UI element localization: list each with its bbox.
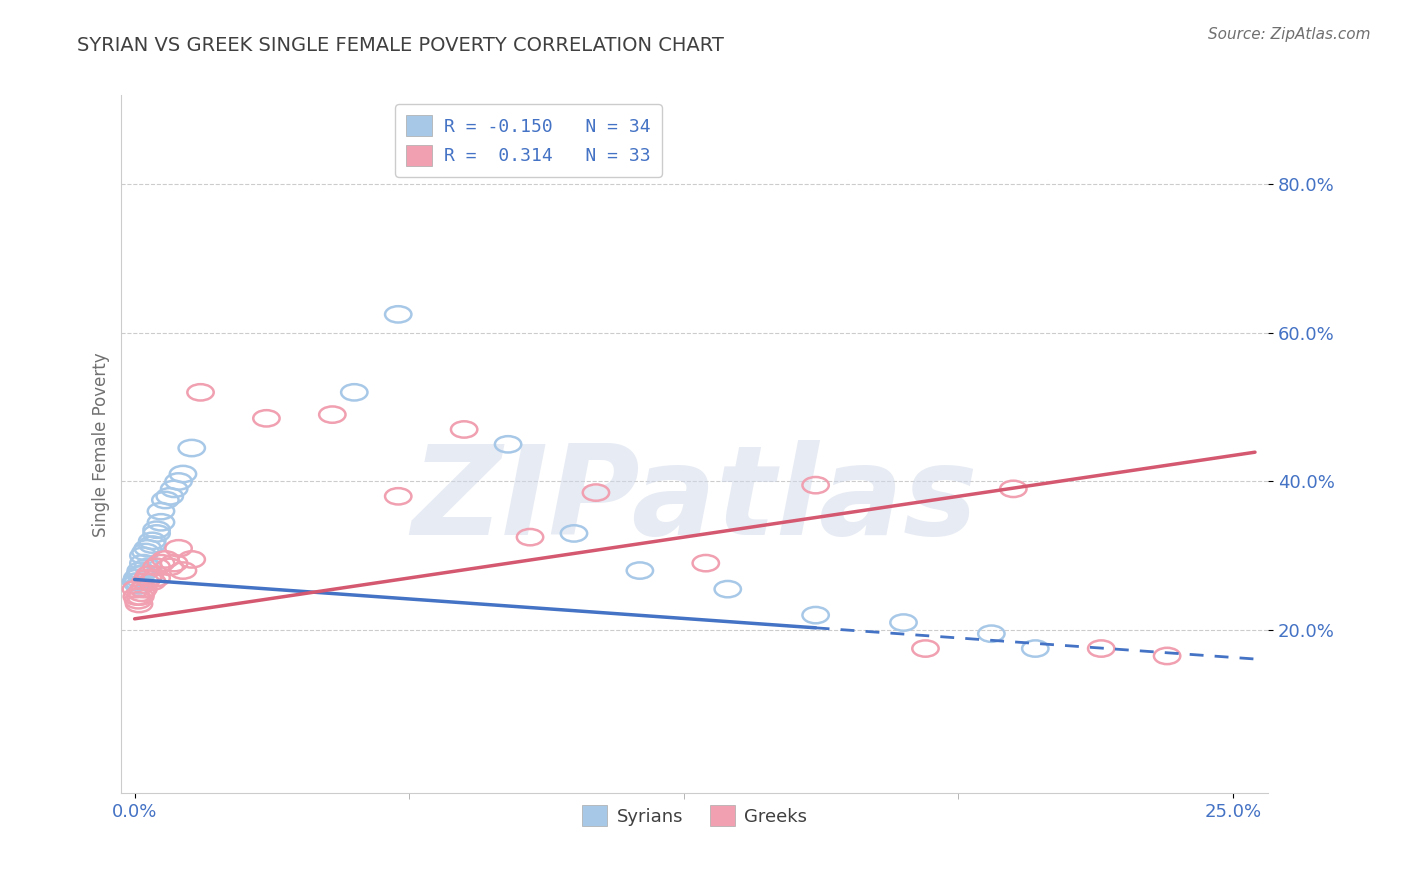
Y-axis label: Single Female Poverty: Single Female Poverty — [93, 352, 110, 537]
Text: ZIPatlas: ZIPatlas — [412, 440, 979, 561]
Text: SYRIAN VS GREEK SINGLE FEMALE POVERTY CORRELATION CHART: SYRIAN VS GREEK SINGLE FEMALE POVERTY CO… — [77, 36, 724, 54]
Legend: Syrians, Greeks: Syrians, Greeks — [575, 797, 814, 833]
Text: Source: ZipAtlas.com: Source: ZipAtlas.com — [1208, 27, 1371, 42]
